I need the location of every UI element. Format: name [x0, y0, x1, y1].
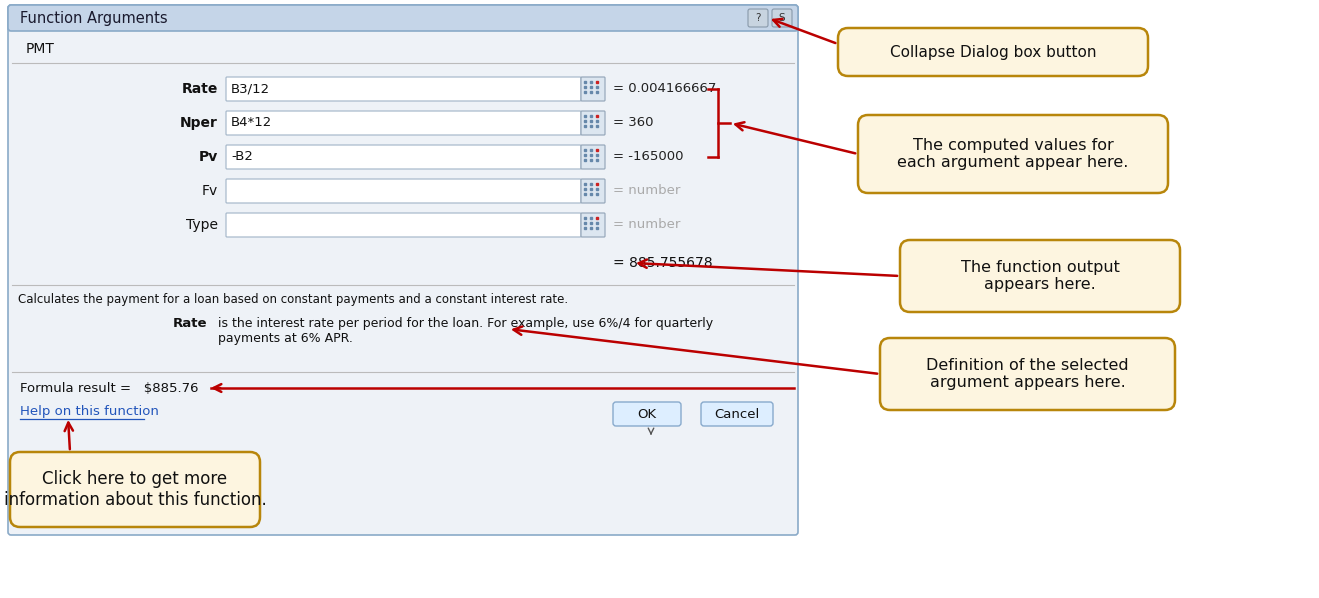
FancyBboxPatch shape	[613, 402, 681, 426]
Text: Collapse Dialog box button: Collapse Dialog box button	[890, 44, 1096, 59]
FancyBboxPatch shape	[880, 338, 1175, 410]
Text: -B2: -B2	[231, 151, 253, 163]
Text: Help on this function: Help on this function	[20, 405, 158, 419]
FancyBboxPatch shape	[8, 5, 798, 31]
FancyBboxPatch shape	[857, 115, 1169, 193]
FancyBboxPatch shape	[226, 213, 580, 237]
Text: Click here to get more
information about this function.: Click here to get more information about…	[4, 470, 266, 509]
FancyBboxPatch shape	[226, 145, 580, 169]
Text: Fv: Fv	[202, 184, 218, 198]
FancyBboxPatch shape	[8, 5, 798, 535]
Text: Pv: Pv	[199, 150, 218, 164]
FancyBboxPatch shape	[11, 452, 260, 527]
Text: Function Arguments: Function Arguments	[20, 11, 168, 26]
Text: B4*12: B4*12	[231, 117, 272, 130]
Text: = number: = number	[613, 185, 681, 197]
Text: Definition of the selected
argument appears here.: Definition of the selected argument appe…	[926, 358, 1129, 390]
FancyBboxPatch shape	[226, 179, 580, 203]
Text: Rate: Rate	[182, 82, 218, 96]
Text: The computed values for
each argument appear here.: The computed values for each argument ap…	[897, 138, 1129, 170]
Text: = 360: = 360	[613, 117, 653, 130]
Text: Formula result =   $885.76: Formula result = $885.76	[20, 382, 198, 395]
Text: PMT: PMT	[26, 42, 55, 56]
Text: The function output
appears here.: The function output appears here.	[960, 260, 1120, 292]
FancyBboxPatch shape	[700, 402, 773, 426]
Text: Nper: Nper	[181, 116, 218, 130]
FancyBboxPatch shape	[580, 213, 605, 237]
Text: S: S	[778, 13, 785, 23]
FancyBboxPatch shape	[772, 9, 791, 27]
Text: Type: Type	[186, 218, 218, 232]
Text: Rate: Rate	[173, 317, 207, 330]
FancyBboxPatch shape	[580, 179, 605, 203]
Text: B3/12: B3/12	[231, 83, 270, 96]
Text: = -165000: = -165000	[613, 151, 683, 163]
Text: Cancel: Cancel	[715, 407, 760, 420]
FancyBboxPatch shape	[748, 9, 768, 27]
Text: OK: OK	[637, 407, 657, 420]
Text: ?: ?	[756, 13, 761, 23]
FancyBboxPatch shape	[226, 111, 580, 135]
FancyBboxPatch shape	[226, 77, 580, 101]
FancyBboxPatch shape	[838, 28, 1148, 76]
Text: = 885.755678: = 885.755678	[613, 256, 712, 270]
Text: Calculates the payment for a loan based on constant payments and a constant inte: Calculates the payment for a loan based …	[18, 292, 568, 306]
FancyBboxPatch shape	[900, 240, 1181, 312]
Text: = 0.004166667: = 0.004166667	[613, 83, 716, 96]
FancyBboxPatch shape	[580, 77, 605, 101]
Text: is the interest rate per period for the loan. For example, use 6%/4 for quarterl: is the interest rate per period for the …	[218, 317, 714, 345]
FancyBboxPatch shape	[580, 111, 605, 135]
FancyBboxPatch shape	[580, 145, 605, 169]
Text: = number: = number	[613, 218, 681, 231]
